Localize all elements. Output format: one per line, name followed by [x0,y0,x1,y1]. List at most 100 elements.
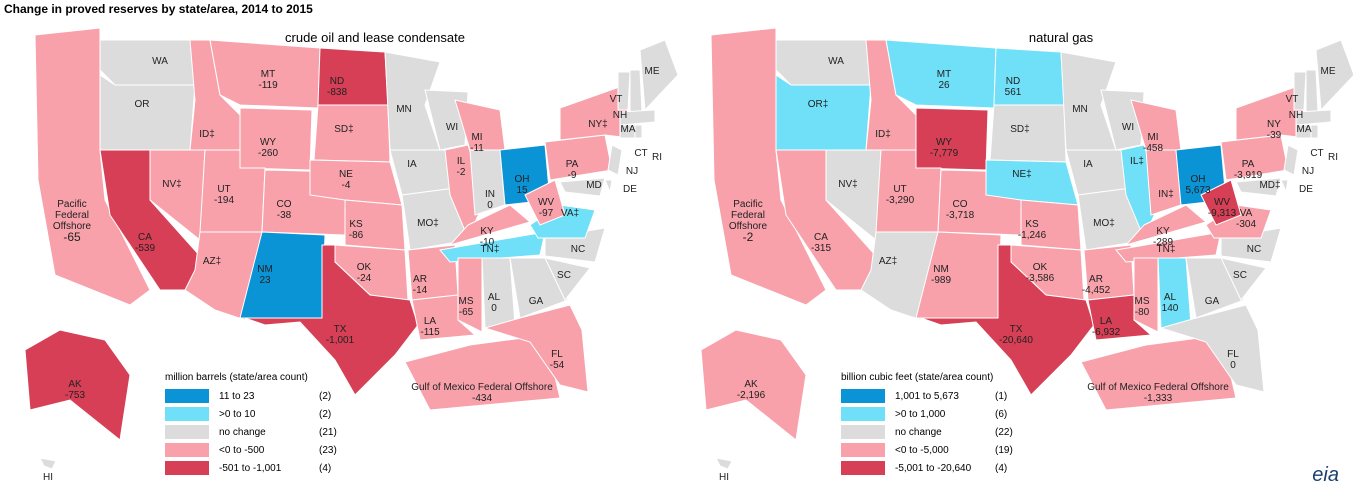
legend-swatch [841,425,885,439]
legend-label: 1,001 to 5,673 [895,390,959,402]
state-value: -304 [1235,219,1256,230]
state-label: WV -97 [516,197,576,219]
state-name: AZ‡ [202,256,222,267]
state-label: CA -539 [115,232,175,254]
state-name: MS [458,296,474,307]
legend-label: 11 to 23 [219,390,255,402]
state-name: WY [935,137,953,148]
state-area [639,39,679,112]
state-name: MT [260,69,276,80]
legend-swatch [165,407,209,421]
state-area [559,177,606,197]
state-label: ME [1298,66,1353,77]
state-name: NJ [625,166,639,177]
state-label: TX -1,001 [310,324,370,346]
legend-label: no change [219,426,266,438]
state-area [634,124,643,139]
map-subtitle: crude oil and lease condensate [285,30,465,45]
state-name: KS [1025,219,1039,230]
state-value: -3,718 [945,210,975,221]
state-value: -20,640 [999,335,1033,346]
state-label: TN‡ [460,244,520,255]
state-area [244,244,419,396]
state-name: CT [634,148,648,159]
state-label: MA [1274,124,1334,135]
state-label: RI [1303,152,1353,163]
state-label: SC [1210,270,1270,281]
state-label: SC [534,270,594,281]
state-area [700,329,807,441]
state-name: Pacific Federal Offshore [52,199,92,232]
state-name: CO [952,199,968,210]
state-name: MS [1134,296,1150,307]
state-name: AL [487,292,501,303]
legend-swatch [841,389,885,403]
state-label: WI [422,122,482,133]
state-name: LA [423,316,437,327]
state-label: AL 0 [464,292,524,314]
state-name: MO‡ [1093,218,1115,229]
legend-label: <0 to -500 [219,444,265,456]
state-label: IN‡ [1136,189,1196,200]
legend-swatch [841,443,885,457]
state-value: -194 [213,195,234,206]
state-label: KY -289 [1133,226,1193,248]
legend-item: >0 to 1,000 (6) [841,405,1013,423]
state-name: NV‡ [162,179,182,190]
state-name: AZ‡ [878,256,898,267]
state-label: IL -2 [431,156,491,178]
state-name: TX [1009,324,1023,335]
state-label: NJ [602,166,662,177]
state-label: AZ‡ [858,256,918,267]
state-area [524,179,566,226]
state-name: OR‡ [807,99,829,110]
state-name: UT [893,184,907,195]
state-value: 561 [1004,87,1022,98]
state-label: LA -6,932 [1076,316,1136,338]
state-name: ID‡ [875,129,891,140]
state-value: -315 [810,243,831,254]
state-name: PA [565,159,579,170]
state-label: MN [374,104,434,115]
state-name: SC [1233,270,1247,281]
state-label: NC [548,244,608,255]
state-value: -38 [276,210,292,221]
state-label: TN‡ [1136,244,1196,255]
state-value: -1,246 [1017,230,1047,241]
legend-count: (22) [995,426,1013,438]
state-label: ID‡ [177,129,237,140]
state-name: OK [1032,262,1048,273]
state-label: UT -3,290 [870,184,930,206]
state-name: MD [586,180,602,191]
state-label: OH 5,673 [1168,174,1228,196]
state-name: RI [1328,152,1338,163]
state-name: NH [612,110,628,121]
state-name: CA [138,232,152,243]
state-label: NE‡ [992,169,1052,180]
state-value: -10 [479,237,495,248]
state-name: IA [407,159,417,170]
state-area [39,457,57,470]
state-name: IN [485,189,495,200]
state-name: ND [329,76,345,87]
state-label: CT [1287,148,1347,159]
state-name: KS [349,219,363,230]
legend-label: -5,001 to -20,640 [895,462,972,474]
state-label: OH 15 [492,174,552,196]
map-subtitle: natural gas [1028,30,1094,45]
state-label: KS -1,246 [1002,219,1062,241]
legend-count: (1) [995,390,1008,402]
state-value: -9,313 [1207,208,1237,219]
state-area [483,304,589,393]
state-label: VT [1262,94,1322,105]
state-label: SD‡ [314,124,374,135]
state-value: -54 [549,360,565,371]
state-value: -539 [134,243,155,254]
state-label: IN 0 [460,189,520,211]
legend-item: 11 to 23 (2) [165,387,337,405]
state-name: GA [528,296,544,307]
state-name: ID‡ [199,129,215,140]
state-name: ND [1005,76,1021,87]
state-name: NY [1267,119,1281,130]
state-value: 0 [1230,360,1236,371]
